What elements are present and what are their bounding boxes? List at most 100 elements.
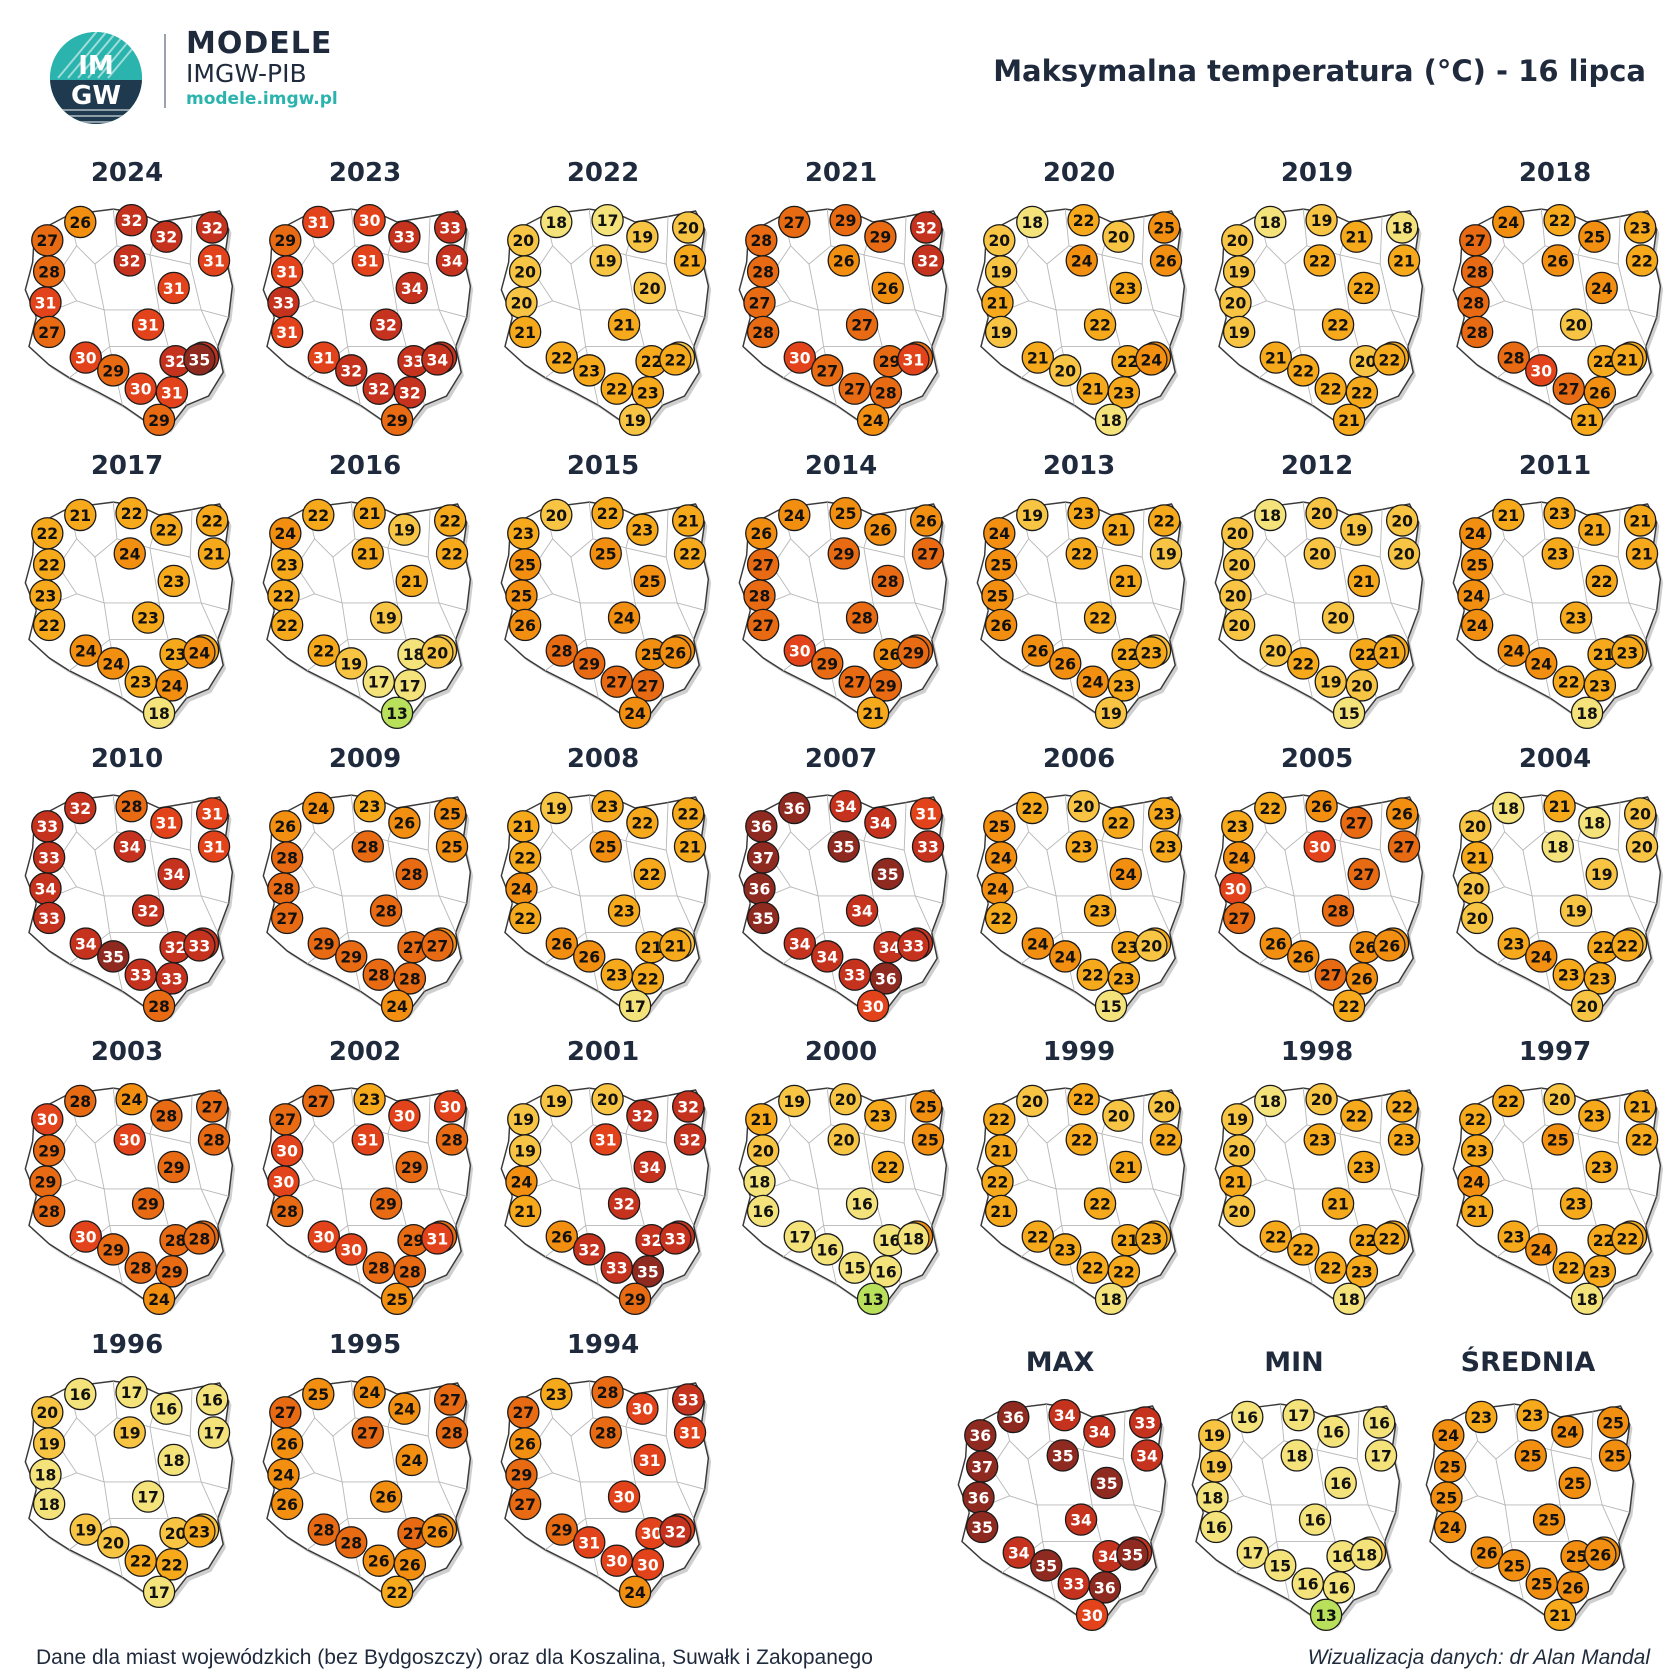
city-marker: 22 <box>545 341 578 374</box>
city-value-label: 23 <box>1549 505 1571 523</box>
map-panel: 2005232226272624302730272728242626262726… <box>1202 744 1432 1034</box>
city-value-label: 17 <box>368 674 390 692</box>
city-value-label: 16 <box>1368 1414 1390 1432</box>
city-marker: 20 <box>508 255 542 288</box>
city-value-circle <box>1387 830 1421 863</box>
city-marker: 22 <box>1459 1103 1492 1136</box>
city-value-circle <box>984 315 1018 349</box>
city-marker: 23 <box>1109 271 1142 305</box>
city-value-label: 28 <box>752 263 774 281</box>
city-marker: 24 <box>607 601 641 634</box>
city-marker: 33 <box>897 929 930 962</box>
city-marker: 20 <box>1147 1090 1181 1123</box>
city-marker: 30 <box>607 1480 641 1513</box>
city-value-label: 22 <box>597 505 619 523</box>
city-value-label: 15 <box>1100 998 1122 1016</box>
city-value-label: 19 <box>375 609 397 627</box>
city-marker: 22 <box>195 504 229 537</box>
city-marker: 18 <box>1254 1084 1287 1118</box>
map-panel: MAX3636343433373534363535343334353433363… <box>945 1325 1175 1632</box>
region-border <box>1339 802 1383 851</box>
city-value-circle <box>335 1526 368 1559</box>
city-value-circle <box>1387 1123 1421 1156</box>
city-marker: 33 <box>671 1383 705 1416</box>
city-value-circle <box>1623 797 1657 830</box>
city-value-circle <box>195 504 229 537</box>
city-marker: 19 <box>1222 315 1256 349</box>
city-marker: 20 <box>983 224 1016 257</box>
city-marker: 21 <box>1340 220 1373 253</box>
city-value-label: 18 <box>1547 838 1569 856</box>
city-value-circle <box>1107 1255 1141 1288</box>
map-panel: 2021282729293228263227262827293027292728… <box>726 158 956 448</box>
city-value-label: 22 <box>1353 280 1375 298</box>
city-marker: 22 <box>1065 1123 1098 1156</box>
region-border <box>790 209 832 265</box>
city-value-circle <box>1558 1466 1591 1500</box>
city-marker: 19 <box>1199 1450 1233 1483</box>
city-value-label: 35 <box>971 1519 993 1537</box>
city-marker: 18 <box>1350 1538 1383 1571</box>
city-value-label: 22 <box>156 522 178 540</box>
city-value-circle <box>871 564 904 598</box>
city-marker: 34 <box>864 806 897 839</box>
city-value-circle <box>845 894 879 927</box>
city-value-circle <box>380 1575 414 1609</box>
city-marker: 17 <box>197 1416 231 1449</box>
region-border <box>1028 795 1070 851</box>
city-value-circle <box>335 354 368 387</box>
region-border <box>1628 602 1647 640</box>
city-marker: 28 <box>545 634 578 667</box>
city-marker: 18 <box>397 638 430 671</box>
city-value-circle <box>421 1222 454 1255</box>
city-marker: 26 <box>1385 797 1419 830</box>
city-value-circle <box>1541 537 1574 570</box>
city-value-circle <box>746 608 780 642</box>
poland-map: 3636343433373534363535343334353433363530 <box>957 1398 1169 1632</box>
city-value-circle <box>1065 1123 1098 1156</box>
city-value-label: 34 <box>1054 1407 1076 1425</box>
city-value-label: 30 <box>1225 881 1247 899</box>
city-value-circle <box>1147 504 1181 537</box>
city-value-circle <box>864 806 897 839</box>
city-marker: 20 <box>1222 548 1256 581</box>
city-value-label: 24 <box>121 1091 143 1109</box>
city-value-circle <box>435 1416 469 1449</box>
city-marker: 34 <box>395 271 428 305</box>
city-value-label: 24 <box>274 525 296 543</box>
city-value-circle <box>856 989 890 1023</box>
city-value-label: 21 <box>1629 1098 1651 1116</box>
city-value-circle <box>589 1416 622 1449</box>
city-value-label: 35 <box>833 838 855 856</box>
region-border <box>438 309 457 347</box>
city-value-label: 34 <box>1089 1424 1111 1442</box>
city-value-label: 27 <box>512 1404 534 1422</box>
city-marker: 18 <box>1254 498 1287 532</box>
city-marker: 24 <box>1459 517 1492 550</box>
city-value-label: 23 <box>632 522 654 540</box>
city-marker: 22 <box>1543 203 1576 237</box>
city-value-circle <box>1492 205 1525 239</box>
city-value-label: 19 <box>1320 674 1342 692</box>
city-marker: 28 <box>270 841 304 874</box>
city-marker: 28 <box>362 958 395 991</box>
city-value-circle <box>746 315 780 349</box>
city-value-label: 23 <box>1071 838 1093 856</box>
city-value-label: 19 <box>340 655 362 673</box>
city-marker: 21 <box>1543 789 1576 823</box>
city-marker: 18 <box>1332 1282 1366 1316</box>
city-value-circle <box>1625 830 1659 863</box>
city-marker: 20 <box>421 636 454 669</box>
city-value-circle <box>540 498 573 532</box>
city-value-label: 27 <box>844 381 866 399</box>
panel-title: 2016 <box>328 451 402 481</box>
poland-map: 2018201920202020202120202220222219202115 <box>1214 496 1426 730</box>
city-value-circle <box>673 1123 707 1156</box>
city-value-label: 22 <box>121 505 143 523</box>
city-value-label: 28 <box>749 588 771 606</box>
city-value-circle <box>1525 1233 1558 1266</box>
city-value-circle <box>32 608 66 642</box>
city-value-circle <box>540 791 573 825</box>
city-value-label: 22 <box>632 815 654 833</box>
city-marker: 19 <box>1198 1419 1231 1452</box>
